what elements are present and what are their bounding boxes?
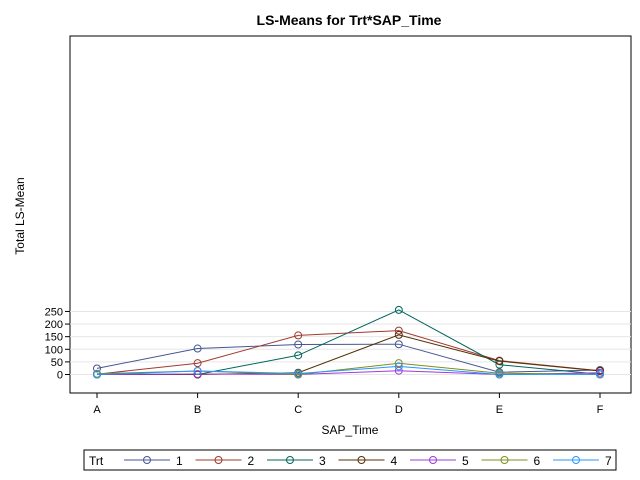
y-tick-label: 150 xyxy=(45,332,63,344)
series-lines xyxy=(96,309,601,376)
series-markers xyxy=(93,305,604,379)
legend-label: 3 xyxy=(319,454,326,468)
data-point-7 xyxy=(193,366,202,375)
data-point-4 xyxy=(394,330,403,339)
plot-area xyxy=(69,35,632,394)
legend-marker xyxy=(143,456,151,464)
y-axis-label: Total LS-Mean xyxy=(13,177,27,254)
y-tick-label: 50 xyxy=(51,357,63,369)
data-point-3 xyxy=(394,305,403,314)
x-tick-label: C xyxy=(294,404,302,416)
x-tick-label: B xyxy=(194,404,201,416)
data-point-2 xyxy=(394,326,403,335)
legend-label: 1 xyxy=(176,454,183,468)
chart-title: LS-Means for Trt*SAP_Time xyxy=(257,12,442,28)
data-point-5 xyxy=(193,369,202,378)
x-tick-label: D xyxy=(395,404,403,416)
legend-item-3: 3 xyxy=(267,454,326,468)
data-point-1 xyxy=(93,364,101,373)
legend: Trt 1 2 3 4 5 6 7 xyxy=(83,449,617,471)
legend-item-4: 4 xyxy=(338,454,398,468)
legend-box xyxy=(83,449,617,471)
legend-marker xyxy=(572,456,580,464)
legend-label: 6 xyxy=(534,454,541,468)
y-tick-label: 200 xyxy=(45,319,63,331)
data-point-7 xyxy=(495,370,504,379)
legend-marker xyxy=(429,456,437,464)
legend-item-1: 1 xyxy=(124,454,183,468)
legend-label: 5 xyxy=(462,454,469,468)
legend-item-7: 7 xyxy=(553,454,612,468)
data-point-3 xyxy=(294,351,303,360)
legend-label: 7 xyxy=(605,454,612,468)
data-point-7 xyxy=(394,362,403,371)
x-tick-label: E xyxy=(496,404,503,416)
data-point-6 xyxy=(394,359,403,368)
data-point-7 xyxy=(596,370,604,379)
y-tick-label: 250 xyxy=(45,306,63,318)
legend-marker xyxy=(500,456,509,464)
data-point-1 xyxy=(193,344,202,353)
y-tick-label: 100 xyxy=(45,344,63,356)
y-tick-label: 0 xyxy=(57,370,63,382)
data-point-2 xyxy=(193,359,202,368)
series-line-7 xyxy=(96,365,601,376)
legend-label: 4 xyxy=(391,454,398,468)
data-point-5 xyxy=(394,366,403,375)
x-axis: A B C D E F xyxy=(93,393,604,416)
data-point-2 xyxy=(294,331,303,340)
data-point-1 xyxy=(394,340,403,349)
legend-marker xyxy=(286,456,294,464)
legend-title: Trt xyxy=(89,454,104,468)
data-point-7 xyxy=(93,370,101,379)
legend-item-2: 2 xyxy=(195,454,255,468)
series-line-3 xyxy=(96,309,601,376)
legend-marker xyxy=(357,456,366,464)
legend-items: 1 2 3 4 5 6 7 xyxy=(124,454,612,468)
series-line-1 xyxy=(96,343,601,373)
x-tick-label: A xyxy=(93,404,101,416)
legend-label: 2 xyxy=(248,454,255,468)
data-point-1 xyxy=(294,340,303,349)
legend-item-6: 6 xyxy=(481,454,541,468)
data-point-7 xyxy=(294,369,303,378)
x-axis-label: SAP_Time xyxy=(322,423,379,437)
data-point-4 xyxy=(495,357,504,366)
legend-marker xyxy=(214,456,223,464)
legend-item-5: 5 xyxy=(410,454,469,468)
data-point-3 xyxy=(495,360,504,369)
x-tick-label: F xyxy=(597,404,604,416)
